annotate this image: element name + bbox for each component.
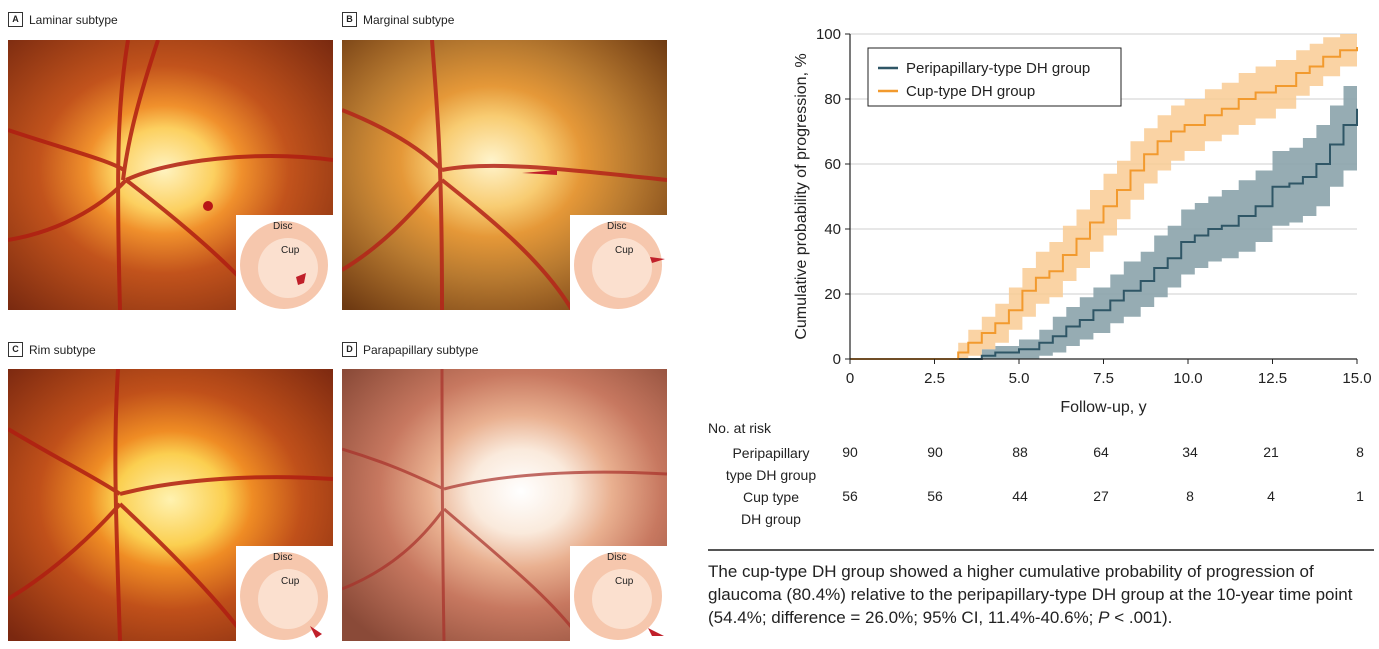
risk-cell: 1: [1356, 488, 1364, 504]
risk-cell: 34: [1182, 444, 1198, 460]
risk-cell: 90: [842, 444, 858, 460]
risk-row-label-peripapillary: Peripapillary type DH group: [725, 445, 817, 483]
fundus-photo-laminar: [8, 40, 333, 310]
y-tick-label: 20: [824, 286, 841, 303]
disc-diagram-inset: Disc Cup: [236, 546, 333, 641]
risk-cell: 8: [1186, 488, 1194, 504]
panel-letter: C: [8, 342, 23, 357]
cup-label: Cup: [281, 245, 300, 256]
disc-label: Disc: [273, 552, 293, 563]
panel-title: Rim subtype: [29, 342, 96, 357]
series-ci-band: [850, 34, 1357, 359]
legend-box: [867, 47, 1122, 107]
figure-caption: The cup-type DH group showed a higher cu…: [708, 562, 1353, 627]
series-line: [850, 108, 1358, 360]
risk-cell: 56: [927, 488, 943, 504]
risk-cell: 90: [927, 444, 943, 460]
caption-divider: [708, 549, 1374, 551]
panel-letter: A: [8, 12, 23, 27]
panel-letter: D: [342, 342, 357, 357]
cup-label: Cup: [615, 245, 634, 256]
panel-letter: B: [342, 12, 357, 27]
disc-label: Disc: [273, 221, 293, 232]
risk-cell: 64: [1093, 444, 1109, 460]
risk-cell: 27: [1093, 488, 1109, 504]
disc-label: Disc: [607, 221, 627, 232]
x-tick-label: 2.5: [924, 370, 945, 387]
risk-row-label-cup: Cup type DH group: [741, 489, 801, 527]
panel-title: Laminar subtype: [29, 12, 118, 27]
panel-title: Marginal subtype: [363, 12, 455, 27]
risk-cell: 88: [1012, 444, 1028, 460]
disc-diagram-inset: Disc Cup: [570, 546, 667, 641]
y-tick-label: 60: [824, 156, 841, 173]
x-tick-label: 10.0: [1173, 370, 1202, 387]
y-tick-label: 100: [816, 26, 841, 43]
disc-label: Disc: [607, 552, 627, 563]
y-tick-label: 0: [833, 351, 841, 368]
legend-label: Peripapillary-type DH group: [906, 60, 1090, 77]
risk-cell: 4: [1267, 488, 1275, 504]
cup-label: Cup: [281, 576, 300, 587]
disc-diagram-inset: Disc Cup: [236, 215, 333, 310]
risk-cell: 56: [842, 488, 858, 504]
risk-cell: 8: [1356, 444, 1364, 460]
cup-label: Cup: [615, 576, 634, 587]
panel-c-label: C Rim subtype: [8, 342, 96, 357]
series-line: [850, 47, 1358, 360]
progression-chart: 0 20 40 60 80 100 0 2.5 5.0 7.5 10.0 12.5 15.0 Follow…: [793, 26, 1372, 416]
x-tick-label: 12.5: [1258, 370, 1287, 387]
x-tick-label: 5.0: [1009, 370, 1030, 387]
risk-table-title: No. at risk: [708, 420, 772, 436]
x-axis-label: Follow-up, y: [1060, 399, 1146, 416]
disc-diagram-inset: Disc Cup: [570, 215, 667, 310]
x-tick-label: 0: [846, 370, 854, 387]
risk-cell: 44: [1012, 488, 1028, 504]
panel-title: Parapapillary subtype: [363, 342, 479, 357]
y-tick-label: 40: [824, 221, 841, 238]
fundus-photo-rim: [8, 369, 333, 641]
legend-label: Cup-type DH group: [906, 83, 1035, 100]
x-tick-label: 7.5: [1093, 370, 1114, 387]
risk-table: No. at risk Peripapillary type DH group …: [708, 420, 1368, 532]
panel-b-label: B Marginal subtype: [342, 12, 454, 27]
y-axis-label: Cumulative probability of progression, %: [793, 53, 810, 339]
y-tick-label: 80: [824, 91, 841, 108]
risk-cell: 21: [1263, 444, 1279, 460]
panel-a-label: A Laminar subtype: [8, 12, 118, 27]
panel-d-label: D Parapapillary subtype: [342, 342, 478, 357]
x-tick-label: 15.0: [1342, 370, 1371, 387]
